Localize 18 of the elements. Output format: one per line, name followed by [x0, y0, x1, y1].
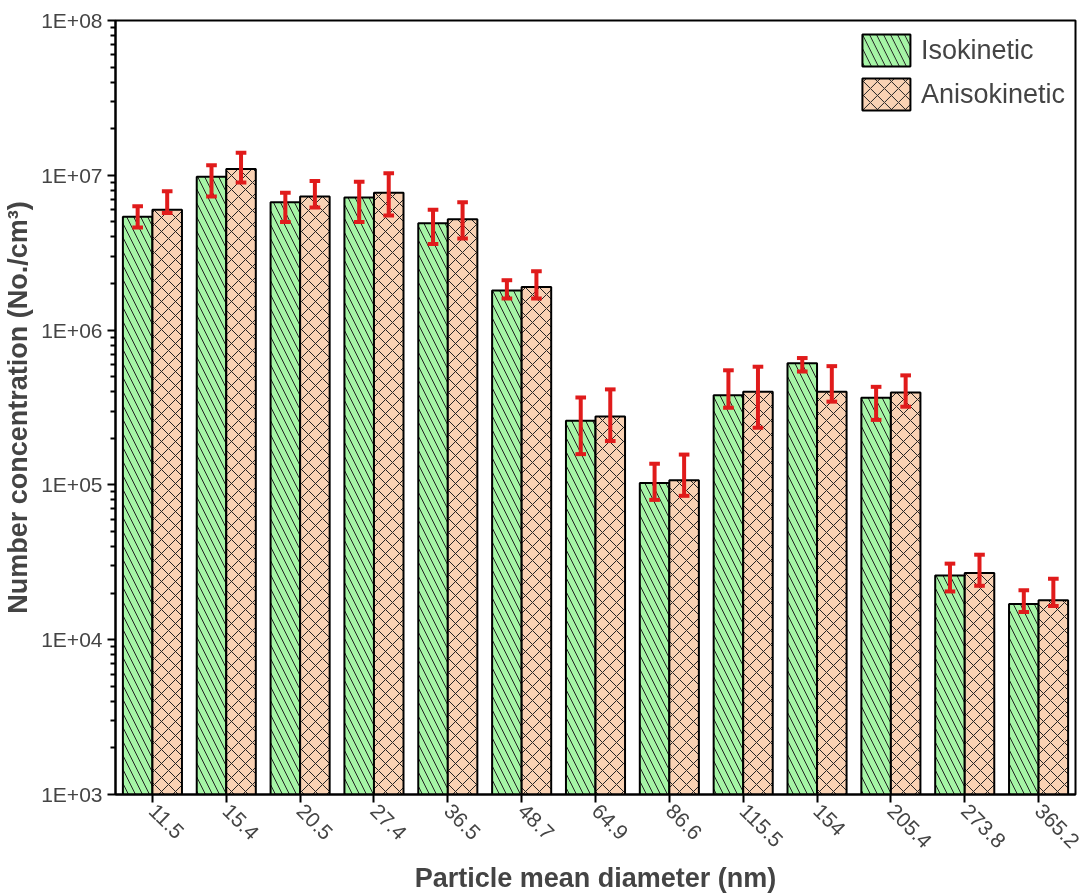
x-tick-label: 64.9	[587, 799, 633, 845]
legend-label: Anisokinetic	[920, 78, 1065, 110]
x-axis-title: Particle mean diameter (nm)	[414, 862, 777, 893]
y-tick-label: 1E+08	[41, 9, 103, 32]
y-tick-label: 1E+05	[41, 473, 103, 497]
x-tick-label: 154	[809, 799, 851, 841]
y-tick-label: 1E+04	[41, 628, 103, 652]
x-tick-label: 11.5	[144, 799, 189, 844]
y-tick-label: 1E+07	[41, 163, 103, 187]
x-tick-label: 86.6	[661, 799, 707, 845]
x-tick-label: 36.5	[440, 799, 486, 845]
x-tick-label: 15.4	[218, 799, 264, 845]
y-tick-label: 1E+03	[41, 783, 103, 806]
y-tick-label: 1E+06	[41, 318, 103, 342]
y-axis-title: Number concentration (No./cm³)	[3, 201, 34, 614]
legend-label: Isokinetic	[920, 34, 1034, 66]
x-tick-label: 20.5	[292, 799, 338, 845]
x-tick-label: 48.7	[513, 799, 560, 845]
